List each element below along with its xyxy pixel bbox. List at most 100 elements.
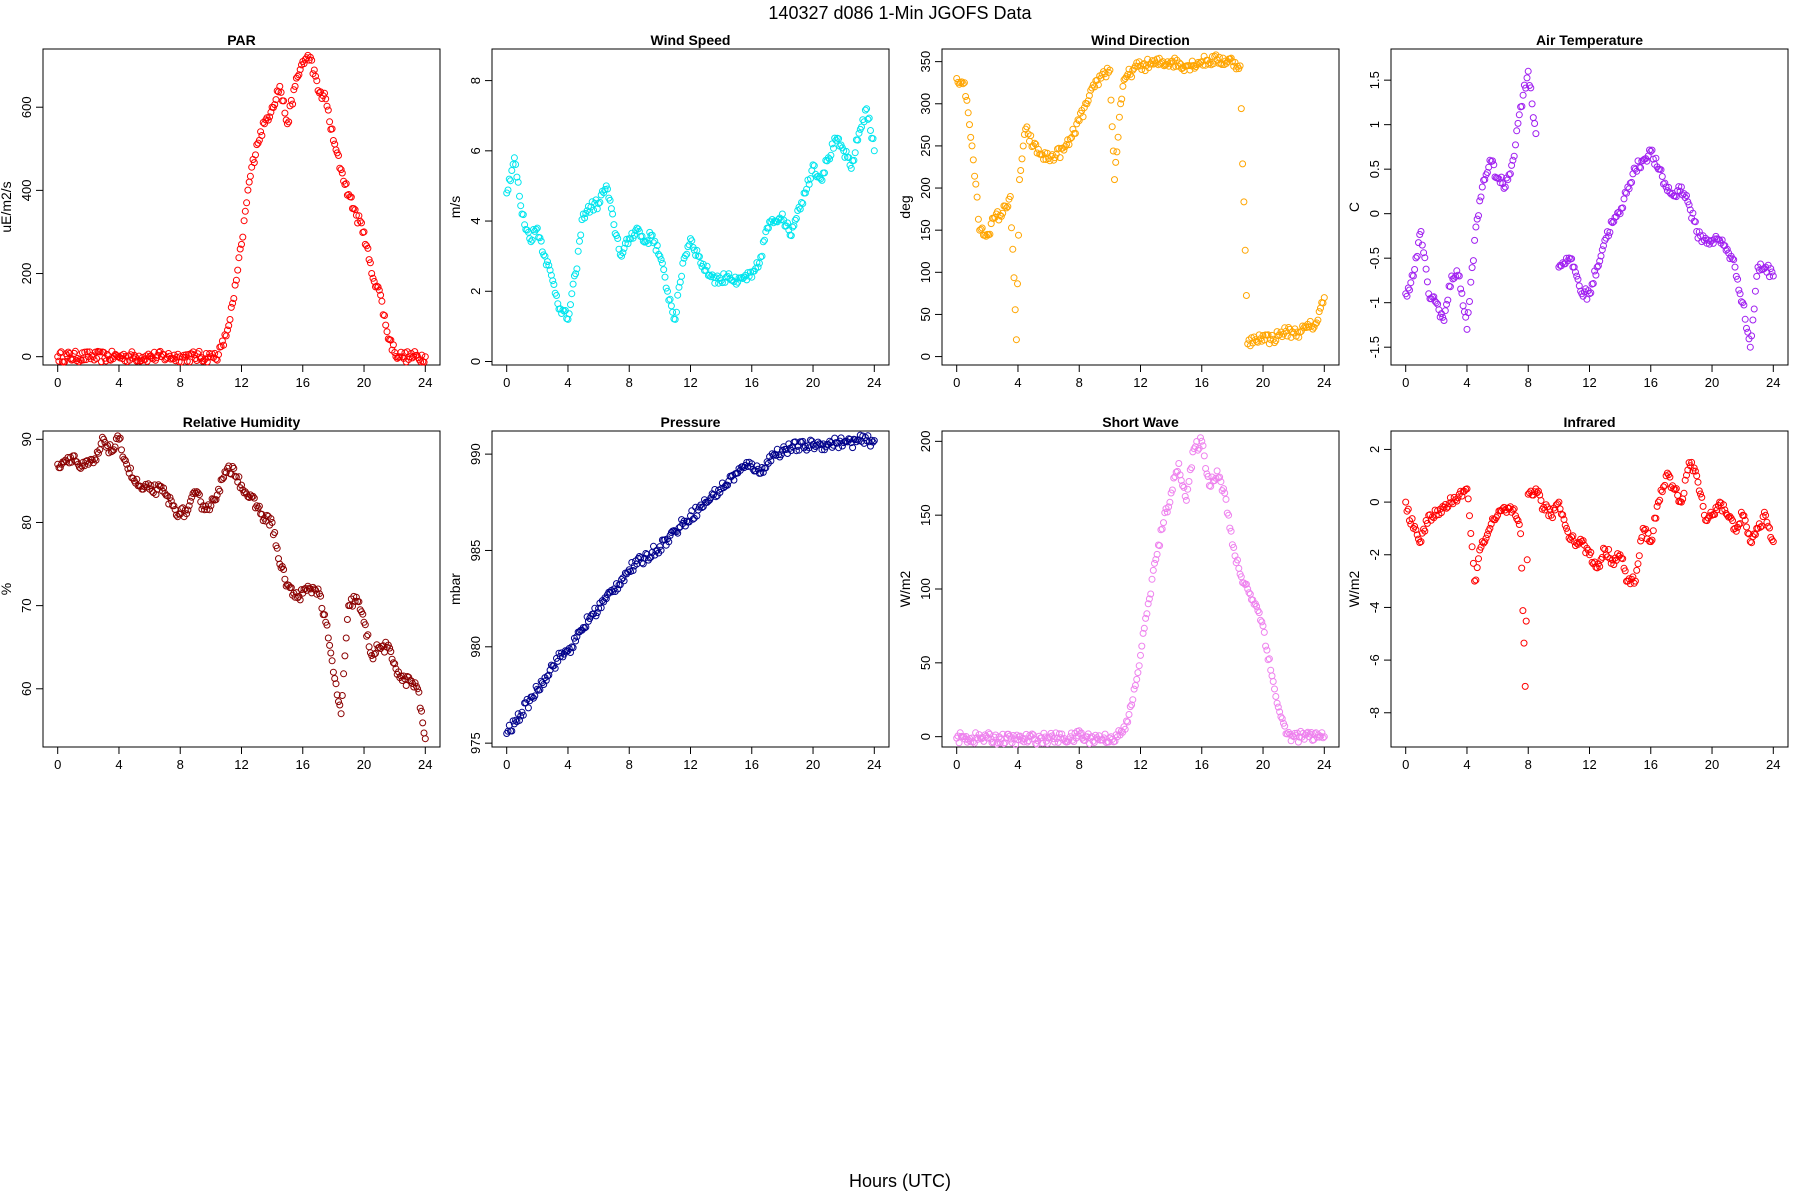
data-point bbox=[1416, 539, 1424, 546]
data-point bbox=[1040, 155, 1047, 163]
data-point bbox=[220, 341, 228, 349]
data-point bbox=[266, 113, 274, 121]
data-point bbox=[206, 506, 214, 514]
data-point bbox=[273, 544, 281, 552]
data-point bbox=[378, 297, 386, 305]
data-point bbox=[1272, 693, 1280, 700]
x-tick-label: 24 bbox=[867, 757, 881, 772]
data-point bbox=[1589, 280, 1597, 287]
data-point bbox=[1481, 176, 1489, 183]
y-tick-label: 200 bbox=[918, 177, 933, 199]
data-point bbox=[1006, 193, 1014, 200]
data-point bbox=[421, 735, 429, 743]
data-point bbox=[1125, 65, 1133, 73]
data-point bbox=[421, 353, 429, 361]
data-point bbox=[1515, 521, 1523, 528]
data-point bbox=[1125, 711, 1133, 718]
data-point bbox=[963, 96, 971, 104]
data-point bbox=[1409, 272, 1417, 280]
data-point bbox=[250, 159, 258, 167]
data-point bbox=[1014, 280, 1021, 288]
data-point bbox=[1003, 204, 1010, 212]
data-point bbox=[606, 196, 614, 204]
data-point bbox=[1671, 486, 1679, 493]
data-point bbox=[595, 200, 603, 207]
data-point bbox=[784, 219, 791, 227]
data-point bbox=[342, 634, 350, 642]
x-tick-label: 20 bbox=[1256, 757, 1270, 772]
data-point bbox=[414, 685, 422, 693]
data-point bbox=[1421, 527, 1429, 535]
data-point bbox=[1490, 161, 1498, 169]
data-point bbox=[1508, 161, 1516, 169]
data-point bbox=[565, 310, 573, 318]
x-tick-label: 0 bbox=[953, 375, 960, 390]
data-point bbox=[1012, 336, 1020, 344]
data-point bbox=[621, 239, 629, 247]
data-point bbox=[267, 515, 275, 523]
data-point bbox=[1142, 614, 1150, 622]
data-point bbox=[1217, 478, 1225, 486]
data-point bbox=[977, 225, 985, 233]
data-point bbox=[298, 586, 305, 594]
data-point bbox=[1698, 493, 1706, 501]
data-point bbox=[1258, 618, 1266, 626]
data-point bbox=[232, 276, 240, 284]
y-tick-label: 1 bbox=[1367, 121, 1382, 128]
data-point bbox=[1478, 183, 1486, 191]
data-point bbox=[254, 504, 262, 512]
data-point bbox=[638, 232, 646, 240]
data-point bbox=[1264, 656, 1272, 664]
y-tick-label: 4 bbox=[468, 217, 483, 224]
data-point bbox=[327, 649, 335, 657]
data-point bbox=[1527, 84, 1535, 92]
data-point bbox=[985, 729, 992, 737]
data-point bbox=[657, 256, 665, 264]
x-tick-label: 16 bbox=[745, 375, 759, 390]
data-point bbox=[1102, 739, 1110, 746]
data-point bbox=[239, 233, 247, 241]
data-point bbox=[528, 236, 536, 244]
data-point bbox=[648, 231, 656, 239]
data-point bbox=[600, 189, 608, 197]
data-point bbox=[1060, 146, 1068, 154]
data-point bbox=[1482, 534, 1490, 542]
data-point bbox=[533, 224, 541, 232]
y-axis-label: deg bbox=[897, 195, 913, 218]
data-point bbox=[1081, 737, 1089, 744]
data-point bbox=[787, 447, 795, 454]
data-point bbox=[118, 446, 125, 454]
data-point bbox=[1205, 482, 1213, 490]
data-point bbox=[1443, 300, 1450, 308]
data-point bbox=[596, 198, 604, 206]
data-point bbox=[577, 231, 585, 239]
data-point bbox=[1605, 546, 1613, 553]
x-tick-label: 20 bbox=[806, 757, 820, 772]
data-point bbox=[1124, 718, 1132, 726]
data-point bbox=[1220, 485, 1227, 493]
data-point bbox=[846, 435, 854, 443]
data-point bbox=[759, 238, 767, 246]
data-point bbox=[1769, 272, 1777, 280]
panel-infrared: Infrared 0 4 8 12 16 20 24 -8 -6 -4 -2 0 2 W/m2 bbox=[1346, 414, 1789, 772]
panel-title: Short Wave bbox=[1102, 414, 1179, 430]
plot-frame bbox=[42, 48, 441, 366]
data-point bbox=[1210, 60, 1217, 68]
data-point bbox=[542, 261, 550, 269]
data-point bbox=[675, 283, 683, 291]
data-point bbox=[1467, 278, 1475, 286]
data-point bbox=[514, 178, 522, 186]
data-point bbox=[329, 668, 337, 676]
data-point bbox=[1265, 655, 1273, 663]
data-point bbox=[821, 169, 828, 177]
data-point bbox=[792, 447, 800, 455]
data-point bbox=[581, 214, 589, 222]
data-point bbox=[510, 154, 518, 162]
data-point bbox=[1463, 325, 1471, 333]
data-point bbox=[1520, 639, 1528, 647]
data-point bbox=[243, 199, 251, 207]
data-point bbox=[296, 66, 304, 74]
data-point bbox=[666, 295, 674, 303]
data-point bbox=[323, 621, 331, 629]
data-point bbox=[1404, 505, 1412, 513]
